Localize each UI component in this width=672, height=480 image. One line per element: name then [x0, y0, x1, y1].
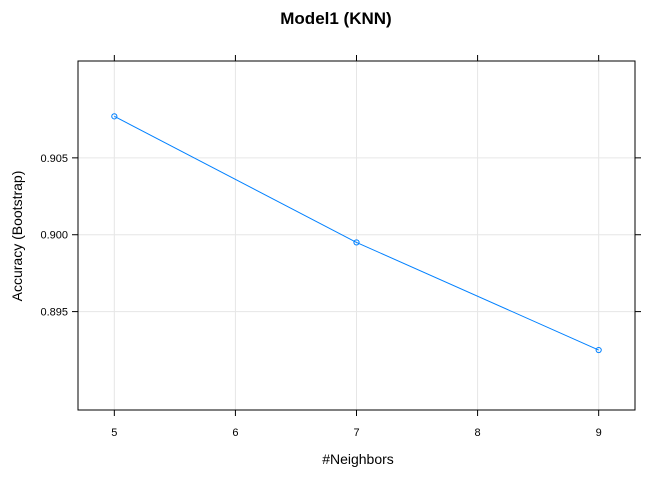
- y-axis-label: Accuracy (Bootstrap): [9, 171, 25, 302]
- data-point: [595, 346, 602, 354]
- x-tick-label: 7: [353, 427, 359, 439]
- chart-title: Model1 (KNN): [280, 9, 391, 28]
- y-tick-label: 0.895: [40, 307, 68, 319]
- grid-lines: [78, 61, 635, 410]
- x-tick-label: 9: [596, 427, 602, 439]
- x-tick-label: 6: [232, 427, 238, 439]
- data-point: [353, 239, 360, 246]
- x-tick-label: 5: [111, 427, 117, 439]
- data-point: [111, 113, 118, 120]
- series-line: [114, 115, 599, 351]
- x-tick-label: 8: [475, 427, 481, 439]
- x-axis-label: #Neighbors: [322, 451, 394, 467]
- series-layer: [111, 113, 602, 354]
- y-tick-label: 0.905: [40, 153, 68, 165]
- axis-ticks: 5 6 7 8 9 0.895 0.900 0.905: [40, 55, 641, 439]
- y-tick-label: 0.900: [40, 230, 68, 242]
